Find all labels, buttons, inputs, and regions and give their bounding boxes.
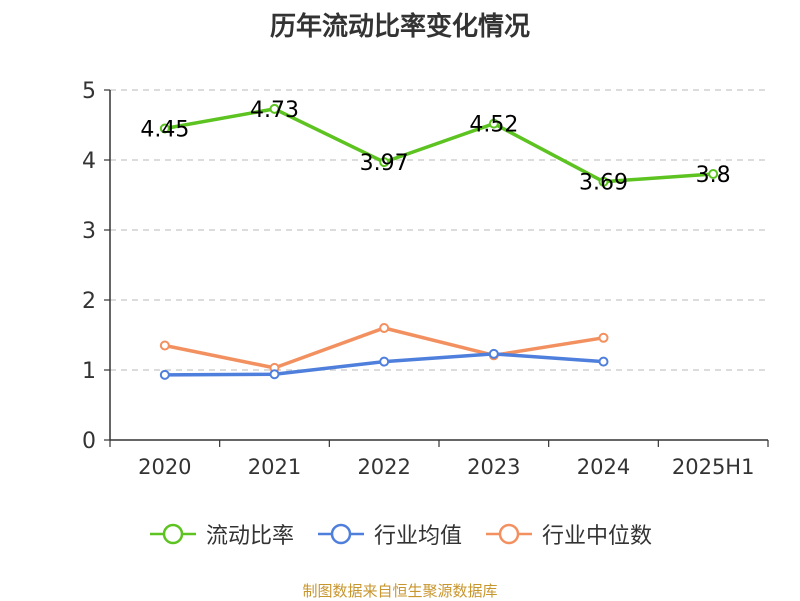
legend-item-current-ratio[interactable]: 流动比率 [148,518,294,550]
y-tick-label: 5 [82,79,96,104]
legend-marker [317,523,364,545]
legend-item-industry-median[interactable]: 行业中位数 [484,518,652,550]
grid-lines [110,89,768,371]
data-label: 3.69 [579,171,628,196]
data-source-note: 制图数据来自恒生聚源数据库 [302,582,498,600]
y-tick-label: 4 [82,149,96,174]
axes: 0 1 2 3 4 5 2020 2021 2022 2023 2024 2025H1 [82,79,769,479]
data-point [488,118,499,129]
series-line [164,107,714,184]
x-tick-label: 2020 [138,455,191,479]
x-tick-label: 2025H1 [672,455,755,479]
data-label: 4.52 [469,113,518,138]
x-tick-label: 2023 [467,455,520,479]
legend-marker [486,523,532,545]
y-tick-label: 1 [82,359,96,384]
data-point [159,123,170,134]
data-point [269,103,280,114]
data-point [159,369,170,380]
series-group [159,103,719,380]
data-label: 3.8 [696,163,731,188]
legend-label: 行业均值 [373,524,462,549]
data-point [708,169,719,179]
legend-item-industry-mean[interactable]: 行业均值 [316,518,462,550]
y-tick-label: 0 [82,429,96,454]
x-tick-label: 2022 [357,455,410,479]
data-point [269,369,280,380]
chart-title: 历年流动比率变化情况 [269,12,530,42]
data-point [159,340,170,351]
data-point [488,348,499,359]
legend-label: 行业中位数 [542,524,653,549]
data-label: 4.73 [250,98,299,123]
x-tick-label: 2024 [577,455,630,479]
data-point [379,356,390,367]
data-point [598,356,609,367]
data-point [379,157,390,168]
data-label: 4.45 [140,118,189,143]
x-tick-label: 2021 [248,455,301,479]
data-labels: 4.45 4.73 3.97 4.52 3.69 3.8 [140,98,730,196]
data-point [598,176,609,187]
legend: 流动比率 行业均值 行业中位数 [0,518,800,550]
data-point [379,323,390,333]
data-label: 3.97 [360,151,409,176]
legend-marker [149,523,196,545]
y-tick-label: 3 [82,219,96,244]
legend-label: 流动比率 [205,524,294,549]
y-tick-label: 2 [82,289,96,314]
data-point [598,332,609,343]
